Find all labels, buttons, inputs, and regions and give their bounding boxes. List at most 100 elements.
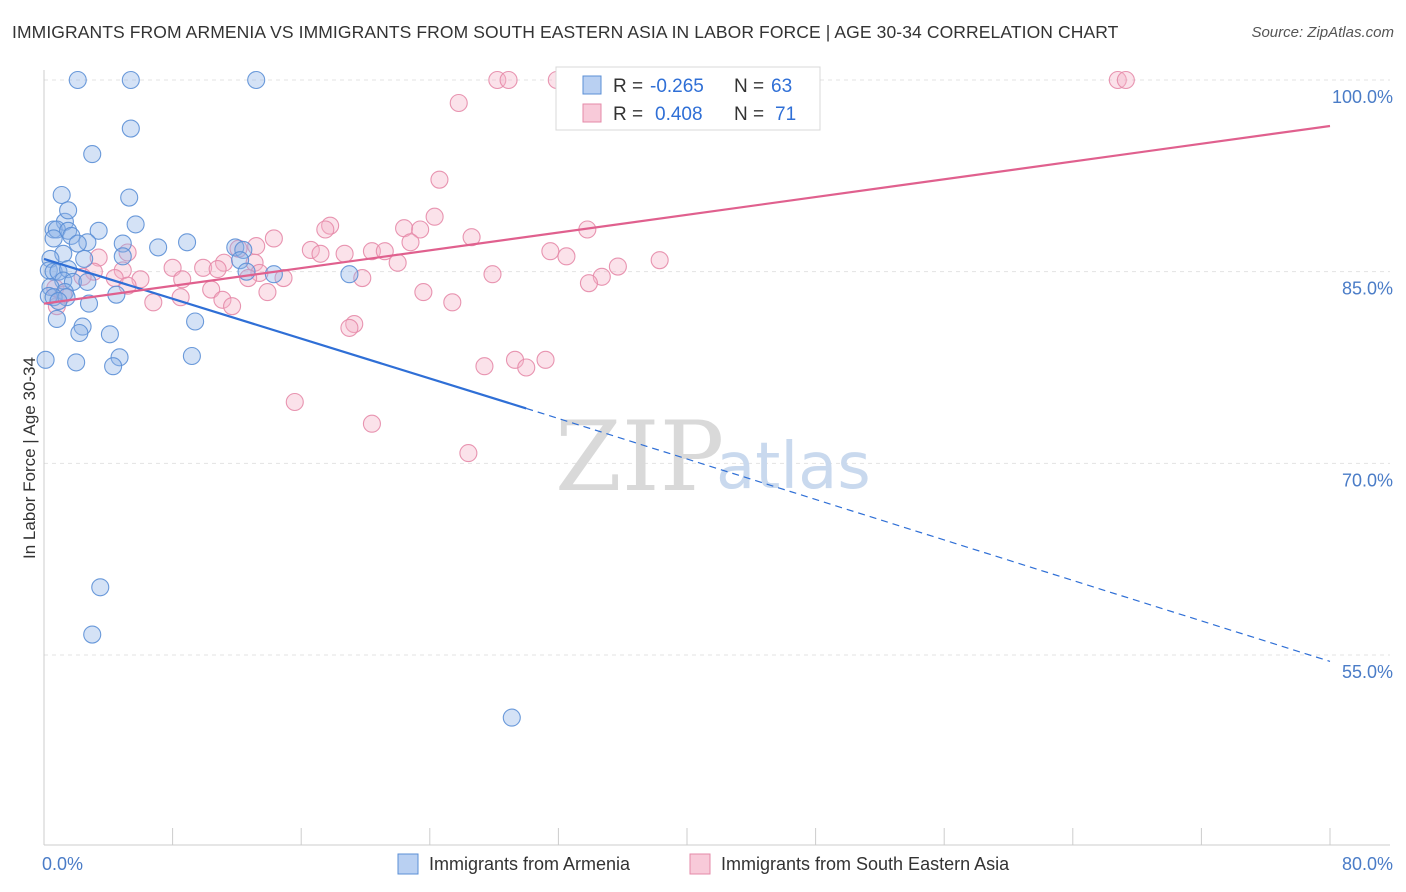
point-armenia-53 <box>67 353 86 372</box>
point-armenia-15 <box>44 229 63 248</box>
point-sea-11 <box>316 220 335 239</box>
point-sea-22 <box>362 242 381 261</box>
point-sea-15 <box>462 228 481 247</box>
point-sea-34 <box>194 258 213 277</box>
point-sea-35 <box>208 260 227 279</box>
point-armenia-8 <box>59 201 78 220</box>
point-armenia-22 <box>234 240 253 259</box>
legend-r-sea: 0.408 <box>655 104 703 125</box>
trend-layer <box>43 124 1331 662</box>
trend-line-sea <box>43 124 1331 305</box>
bottom-legend-label-sea: Immigrants from South Eastern Asia <box>721 854 1010 874</box>
point-armenia-49 <box>70 323 89 343</box>
point-sea-69 <box>362 414 381 433</box>
legend-r-label-sea: R = <box>613 104 643 125</box>
point-sea-66 <box>475 357 494 376</box>
bottom-legend-swatch-armenia <box>397 853 419 875</box>
point-armenia-46 <box>47 309 66 328</box>
point-armenia-2 <box>247 70 266 90</box>
watermark-zip: ZIP <box>555 401 724 513</box>
point-sea-40 <box>483 265 502 284</box>
legend-box: R = -0.265 N = 63 R = 0.408 N = 71 <box>555 66 821 131</box>
point-armenia-0 <box>68 70 87 90</box>
point-sea-13 <box>411 220 430 239</box>
points-layer <box>36 70 1135 727</box>
legend-swatch-sea <box>582 103 602 123</box>
point-armenia-55 <box>36 350 55 369</box>
x-tick-label-0: 0.0% <box>42 854 83 874</box>
x-tick-marks <box>43 828 1331 845</box>
trend-line-armenia <box>43 257 527 410</box>
y-axis-label: In Labor Force | Age 30-34 <box>20 357 39 559</box>
point-sea-25 <box>311 244 330 263</box>
point-sea-28 <box>557 247 576 266</box>
point-armenia-57 <box>83 625 102 644</box>
y-tick-label-0: 55.0% <box>1342 662 1393 682</box>
x-tick-labels: 0.0% 80.0% <box>42 854 1393 874</box>
legend-n-sea: 71 <box>775 104 796 125</box>
point-sea-17 <box>401 233 420 252</box>
y-tick-label-1: 70.0% <box>1342 470 1393 490</box>
point-sea-59 <box>443 293 462 312</box>
axes <box>43 70 1390 846</box>
legend-n-armenia: 63 <box>771 76 792 97</box>
point-armenia-6 <box>52 185 71 205</box>
point-armenia-5 <box>120 188 139 207</box>
bottom-legend: Immigrants from Armenia Immigrants from … <box>397 853 1010 875</box>
legend-r-armenia: -0.265 <box>650 76 704 97</box>
point-sea-54 <box>414 283 433 302</box>
point-armenia-9 <box>126 215 145 234</box>
watermark: ZIP atlas <box>555 401 871 513</box>
point-sea-33 <box>608 257 627 276</box>
point-sea-7 <box>449 93 468 113</box>
point-armenia-25 <box>75 249 94 268</box>
y-tick-label-3: 100.0% <box>1332 87 1393 107</box>
legend-swatch-armenia <box>582 75 602 95</box>
point-armenia-54 <box>104 357 123 376</box>
point-sea-53 <box>258 283 277 302</box>
point-armenia-51 <box>182 346 201 366</box>
point-armenia-18 <box>113 234 132 253</box>
point-sea-24 <box>541 242 560 261</box>
chart-source: Source: ZipAtlas.com <box>1251 24 1394 41</box>
point-sea-67 <box>517 358 536 377</box>
point-armenia-27 <box>231 251 250 270</box>
point-armenia-13 <box>89 221 108 240</box>
point-sea-8 <box>430 170 449 189</box>
point-armenia-3 <box>121 119 140 138</box>
point-armenia-26 <box>113 247 132 266</box>
point-sea-16 <box>264 229 283 248</box>
point-sea-20 <box>301 240 320 259</box>
x-tick-label-1: 80.0% <box>1342 854 1393 874</box>
point-sea-29 <box>650 251 669 270</box>
y-tick-label-2: 85.0% <box>1342 279 1393 299</box>
point-armenia-14 <box>62 226 81 245</box>
point-armenia-50 <box>100 325 119 344</box>
point-sea-57 <box>213 290 232 309</box>
point-armenia-58 <box>502 708 521 727</box>
point-armenia-38 <box>41 277 60 297</box>
point-sea-6 <box>1116 70 1135 90</box>
gridlines <box>44 79 1390 656</box>
point-armenia-12 <box>59 221 78 240</box>
bottom-legend-swatch-sea <box>689 853 711 875</box>
legend-n-label-sea: N = <box>734 104 764 125</box>
legend-r-label-armenia: R = <box>613 76 643 97</box>
point-armenia-17 <box>68 234 87 253</box>
point-armenia-47 <box>186 312 205 331</box>
point-armenia-1 <box>121 70 140 90</box>
point-armenia-34 <box>340 265 359 284</box>
point-sea-9 <box>425 207 444 226</box>
point-sea-65 <box>536 350 555 369</box>
point-sea-70 <box>459 444 478 463</box>
point-sea-27 <box>89 248 108 267</box>
y-tick-labels: 55.0% 70.0% 85.0% 100.0% <box>1332 87 1393 682</box>
point-armenia-56 <box>91 578 110 597</box>
point-sea-58 <box>144 293 163 312</box>
point-sea-60 <box>223 297 242 316</box>
point-armenia-4 <box>83 145 102 164</box>
point-armenia-52 <box>110 348 129 367</box>
point-armenia-45 <box>79 294 99 313</box>
point-armenia-19 <box>178 233 197 252</box>
point-armenia-32 <box>237 262 256 281</box>
